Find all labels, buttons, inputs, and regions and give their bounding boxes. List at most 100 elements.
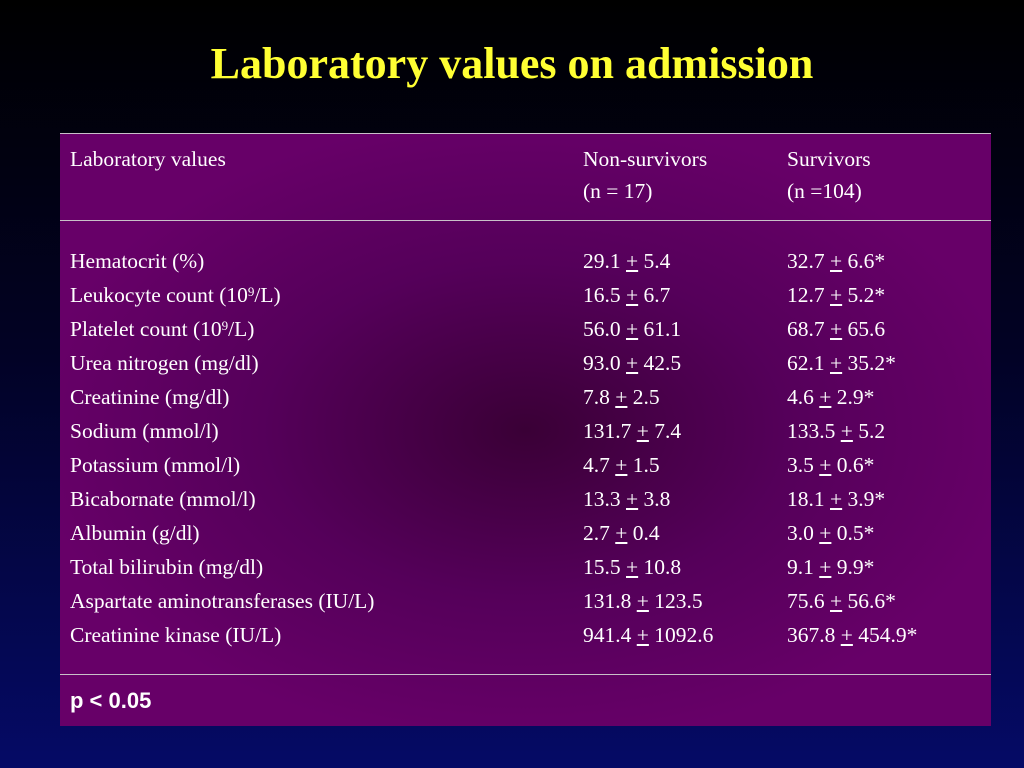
plus-minus-sign: + xyxy=(819,385,832,409)
table-body: Hematocrit (%) 29.1 + 5.4 32.7 + 6.6* Leuko… xyxy=(60,244,991,652)
sd-value: 65.6 xyxy=(847,317,886,341)
slide-title: Laboratory values on admission xyxy=(210,39,814,88)
table-footer-row: p < 0.05 xyxy=(60,674,991,728)
sd-value: 5.4 xyxy=(643,249,671,273)
survivors-value: 18.1 + 3.9* xyxy=(787,483,987,515)
non-survivors-value: 16.5 + 6.7 xyxy=(583,279,783,311)
non-survivors-value: 4.7 + 1.5 xyxy=(583,449,783,481)
sd-value: 0.5* xyxy=(836,521,875,545)
non-survivors-value: 2.7 + 0.4 xyxy=(583,517,783,549)
sd-value: 6.7 xyxy=(643,283,671,307)
mean-value: 941.4 xyxy=(583,623,632,647)
non-survivors-value: 941.4 + 1092.6 xyxy=(583,619,783,651)
mean-value: 93.0 xyxy=(583,351,621,375)
header-non-survivors: Non-survivors (n = 17) xyxy=(583,143,783,207)
table-row: Creatinine kinase (IU/L) 941.4 + 1092.6 36… xyxy=(60,618,991,652)
plus-minus-sign: + xyxy=(830,317,843,341)
table-row: Leukocyte count (109/L) 16.5 + 6.7 12.7 + … xyxy=(60,278,991,312)
mean-value: 75.6 xyxy=(787,589,825,613)
mean-value: 131.7 xyxy=(583,419,632,443)
sd-value: 5.2* xyxy=(847,283,886,307)
plus-minus-sign: + xyxy=(830,249,843,273)
table-row: Total bilirubin (mg/dl) 15.5 + 10.8 9.1 + … xyxy=(60,550,991,584)
non-survivors-value: 131.8 + 123.5 xyxy=(583,585,783,617)
survivors-value: 3.0 + 0.5* xyxy=(787,517,987,549)
mean-value: 18.1 xyxy=(787,487,825,511)
survivors-value: 68.7 + 65.6 xyxy=(787,313,987,345)
sd-value: 61.1 xyxy=(643,317,682,341)
survivors-value: 367.8 + 454.9* xyxy=(787,619,987,651)
lab-values-table: Laboratory values Non-survivors (n = 17)… xyxy=(60,133,991,726)
header-non-survivors-label: Non-survivors xyxy=(583,147,708,171)
survivors-value: 62.1 + 35.2* xyxy=(787,347,987,379)
sd-value: 9.9* xyxy=(836,555,875,579)
sd-value: 35.2* xyxy=(847,351,896,375)
non-survivors-value: 7.8 + 2.5 xyxy=(583,381,783,413)
header-survivors-n: (n =104) xyxy=(787,179,862,203)
sd-value: 1.5 xyxy=(632,453,660,477)
significance-footnote: p < 0.05 xyxy=(70,688,152,713)
row-label: Urea nitrogen (mg/dl) xyxy=(70,351,259,375)
plus-minus-sign: + xyxy=(626,351,639,375)
plus-minus-sign: + xyxy=(615,453,628,477)
table-row: Sodium (mmol/l) 131.7 + 7.4 133.5 + 5.2 xyxy=(60,414,991,448)
table-row: Creatinine (mg/dl) 7.8 + 2.5 4.6 + 2.9* xyxy=(60,380,991,414)
plus-minus-sign: + xyxy=(615,521,628,545)
row-label: Creatinine (mg/dl) xyxy=(70,385,230,409)
row-label-exponent: 9 xyxy=(221,318,229,333)
sd-value: 0.6* xyxy=(836,453,875,477)
row-label: Total bilirubin (mg/dl) xyxy=(70,555,264,579)
plus-minus-sign: + xyxy=(819,453,832,477)
plus-minus-sign: + xyxy=(626,249,639,273)
table-row: Aspartate aminotransferases (IU/L) 131.8 … xyxy=(60,584,991,618)
row-label: Creatinine kinase (IU/L) xyxy=(70,623,282,647)
plus-minus-sign: + xyxy=(830,589,843,613)
table-header-row: Laboratory values Non-survivors (n = 17)… xyxy=(60,134,991,221)
sd-value: 7.4 xyxy=(654,419,682,443)
sd-value: 0.4 xyxy=(632,521,660,545)
sd-value: 454.9* xyxy=(858,623,918,647)
mean-value: 3.5 xyxy=(787,453,814,477)
non-survivors-value: 13.3 + 3.8 xyxy=(583,483,783,515)
plus-minus-sign: + xyxy=(636,589,649,613)
plus-minus-sign: + xyxy=(626,283,639,307)
survivors-value: 32.7 + 6.6* xyxy=(787,245,987,277)
table-row: Urea nitrogen (mg/dl) 93.0 + 42.5 62.1 + 3… xyxy=(60,346,991,380)
mean-value: 9.1 xyxy=(787,555,814,579)
mean-value: 68.7 xyxy=(787,317,825,341)
sd-value: 1092.6 xyxy=(654,623,714,647)
row-label: Platelet count (109/L) xyxy=(70,313,570,345)
row-label-text: Platelet count (10 xyxy=(70,317,222,341)
header-survivors-label: Survivors xyxy=(787,147,871,171)
mean-value: 62.1 xyxy=(787,351,825,375)
plus-minus-sign: + xyxy=(840,419,853,443)
table-row: Potassium (mmol/l) 4.7 + 1.5 3.5 + 0.6* xyxy=(60,448,991,482)
mean-value: 12.7 xyxy=(787,283,825,307)
sd-value: 56.6* xyxy=(847,589,896,613)
row-label-unit: /L) xyxy=(254,283,281,307)
plus-minus-sign: + xyxy=(840,623,853,647)
row-label: Albumin (g/dl) xyxy=(70,521,200,545)
sd-value: 2.5 xyxy=(632,385,660,409)
table-row: Platelet count (109/L) 56.0 + 61.1 68.7 + … xyxy=(60,312,991,346)
sd-value: 3.9* xyxy=(847,487,886,511)
plus-minus-sign: + xyxy=(830,487,843,511)
survivors-value: 3.5 + 0.6* xyxy=(787,449,987,481)
plus-minus-sign: + xyxy=(626,317,639,341)
mean-value: 4.7 xyxy=(583,453,610,477)
mean-value: 56.0 xyxy=(583,317,621,341)
mean-value: 16.5 xyxy=(583,283,621,307)
plus-minus-sign: + xyxy=(830,351,843,375)
mean-value: 4.6 xyxy=(787,385,814,409)
mean-value: 367.8 xyxy=(787,623,836,647)
row-label: Potassium (mmol/l) xyxy=(70,453,241,477)
sd-value: 10.8 xyxy=(643,555,682,579)
row-label-text: Leukocyte count (10 xyxy=(70,283,248,307)
mean-value: 131.8 xyxy=(583,589,632,613)
plus-minus-sign: + xyxy=(636,419,649,443)
row-label: Sodium (mmol/l) xyxy=(70,419,219,443)
sd-value: 123.5 xyxy=(654,589,703,613)
survivors-value: 9.1 + 9.9* xyxy=(787,551,987,583)
table-row: Bicabornate (mmol/l) 13.3 + 3.8 18.1 + 3.9… xyxy=(60,482,991,516)
survivors-value: 12.7 + 5.2* xyxy=(787,279,987,311)
